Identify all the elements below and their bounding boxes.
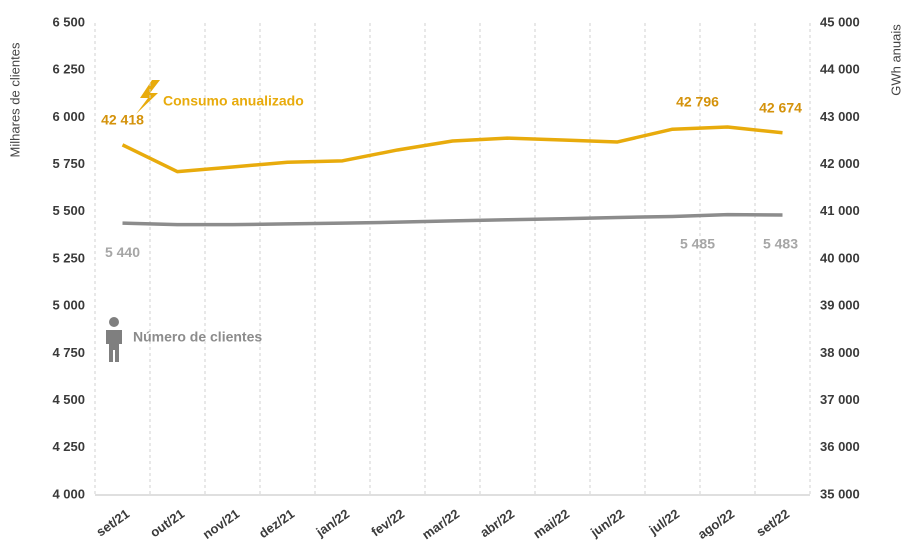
y2-tick-label: 38 000	[820, 345, 860, 360]
series-name: Número de clientes	[133, 329, 262, 345]
x-tick-label: mai/22	[530, 506, 572, 542]
data-label: 42 796	[676, 94, 719, 110]
data-label: 5 485	[680, 235, 715, 251]
y2-tick-label: 44 000	[820, 62, 860, 77]
y2-tick-label: 35 000	[820, 486, 860, 501]
y-tick-label: 4 500	[52, 392, 85, 407]
x-tick-label: ago/22	[695, 506, 737, 542]
x-tick-label: fev/22	[368, 506, 407, 539]
x-tick-label: dez/21	[256, 506, 297, 541]
y-tick-label: 5 500	[52, 203, 85, 218]
y2-tick-label: 36 000	[820, 439, 860, 454]
y2-tick-label: 45 000	[820, 14, 860, 29]
lightning-icon	[136, 80, 160, 114]
y2-tick-label: 37 000	[820, 392, 860, 407]
x-tick-label: jun/22	[587, 506, 627, 540]
data-label: 42 418	[101, 112, 144, 128]
data-label: 5 440	[105, 244, 140, 260]
x-tick-label: out/21	[147, 506, 187, 540]
x-tick-label: set/22	[753, 506, 792, 539]
series-line	[121, 125, 783, 174]
person-icon	[106, 317, 122, 362]
y-tick-label: 5 000	[52, 298, 85, 313]
y-tick-label: 6 000	[52, 109, 85, 124]
y2-tick-label: 43 000	[820, 109, 860, 124]
x-tick-label: mar/22	[419, 506, 462, 542]
x-tick-label: jan/22	[313, 506, 353, 540]
y-tick-label: 4 000	[52, 486, 85, 501]
y-tick-label: 4 750	[52, 345, 85, 360]
x-tick-label: nov/21	[200, 506, 242, 542]
x-tick-label: jul/22	[646, 506, 683, 538]
y-tick-label: 4 250	[52, 439, 85, 454]
y-tick-label: 5 750	[52, 156, 85, 171]
y2-tick-label: 41 000	[820, 203, 860, 218]
y-tick-label: 6 500	[52, 14, 85, 29]
data-label: 5 483	[763, 236, 798, 252]
y2-axis-label: GWh anuais	[888, 24, 903, 96]
y-axis-label: Milhares de clientes	[7, 42, 22, 157]
series-name: Consumo anualizado	[163, 93, 304, 109]
y-tick-label: 6 250	[52, 62, 85, 77]
x-tick-label: abr/22	[477, 506, 517, 540]
data-label: 42 674	[759, 99, 802, 115]
y2-tick-label: 42 000	[820, 156, 860, 171]
y2-tick-label: 39 000	[820, 298, 860, 313]
y-tick-label: 5 250	[52, 250, 85, 265]
x-tick-label: set/21	[93, 506, 132, 539]
series-line	[122, 212, 783, 227]
y2-tick-label: 40 000	[820, 250, 860, 265]
